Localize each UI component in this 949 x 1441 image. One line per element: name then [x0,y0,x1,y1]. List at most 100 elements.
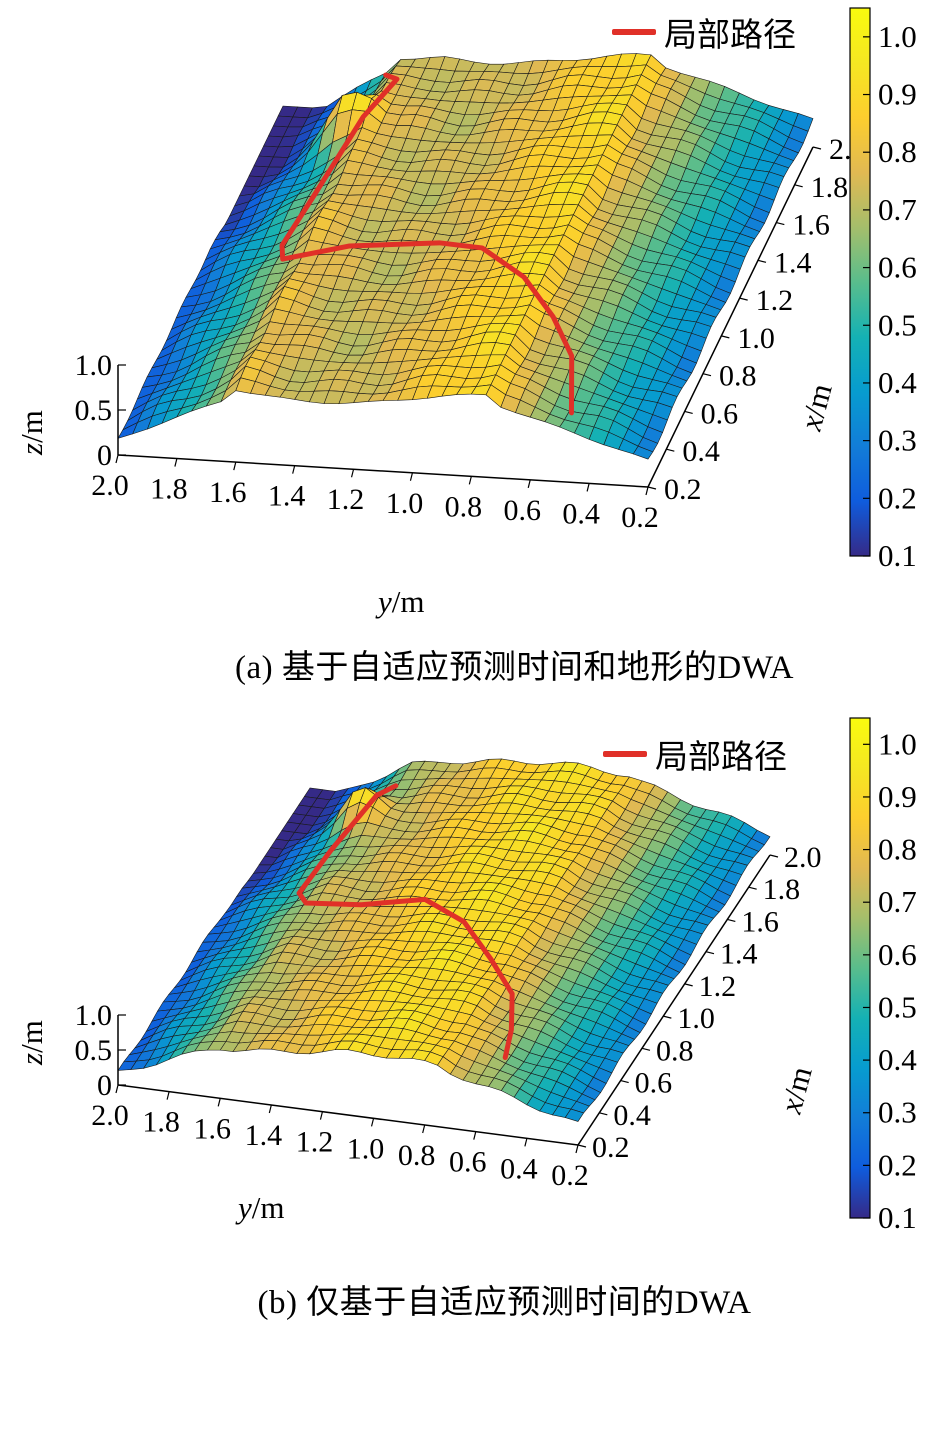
x-tick-label: 0.8 [656,1034,694,1067]
x-tick-mark [684,983,693,987]
y-tick-label: 1.6 [209,476,247,509]
surface-plot-a: 2.0 1.8 1.6 1.4 1.2 1.0 0.8 0.6 0.4 0.2 y/m 0.2 0.4 0… [14,7,917,619]
x-tick-mark [721,335,730,339]
y-tick-mark [409,472,414,481]
x-tick-label: 0.6 [635,1067,673,1100]
y-tick-label: 0.4 [562,497,600,530]
chart-panel-a: 2.0 1.8 1.6 1.4 1.2 1.0 0.8 0.6 0.4 0.2 y/m 0.2 0.4 0… [0,0,949,700]
x-tick-label: 0.4 [613,1099,651,1132]
y-tick-mark [350,469,355,478]
colorbar-tick-label: 1.0 [878,726,917,761]
y-tick-label: 1.8 [142,1106,180,1139]
y-axis-label: y/m [375,584,425,619]
y-tick-label: 1.4 [245,1119,283,1152]
z-tick-label: 1.0 [75,999,113,1032]
y-tick-label: 0.8 [445,490,483,523]
y-tick-label: 2.0 [91,469,129,502]
x-tick-label: 2.0 [784,841,822,874]
y-tick-label: 1.4 [268,480,306,513]
x-tick-mark [663,1015,672,1019]
y-tick-mark [115,454,119,464]
y-tick-label: 0.8 [398,1139,436,1172]
colorbar-tick-label: 0.3 [878,423,917,458]
y-tick-mark [174,458,178,467]
z-axis-label: z/m [14,1020,49,1066]
y-tick-mark [370,1118,375,1127]
colorbar [849,717,871,1219]
x-tick-mark [748,886,757,890]
x-tick-mark [757,259,767,263]
x-tick-label: 0.4 [682,435,720,468]
colorbar-tick-label: 0.3 [878,1095,917,1130]
colorbar-tick-label: 0.5 [878,307,917,342]
x-axis-line [577,854,771,1146]
y-tick-mark [422,1124,426,1134]
x-axis-label: x/m [793,380,839,435]
colorbar-tick-label: 0.9 [878,779,917,814]
y-tick-mark [645,486,649,496]
colorbar-tick-label: 0.6 [878,250,917,285]
y-tick-mark [586,483,590,492]
x-tick-mark [666,448,675,452]
x-tick-mark [641,1047,651,1051]
z-tick-label: 0 [97,439,112,472]
x-tick-label: 1.4 [720,938,758,971]
x-tick-mark [769,854,779,858]
colorbar-tick-label: 0.4 [878,1042,917,1077]
colorbar-tick-label: 1.0 [878,19,917,54]
legend-b: 局部路径 [603,730,787,778]
z-axis-label: z/m [14,410,49,456]
colorbar-tick-label: 0.4 [878,365,917,400]
colorbar-tick-label: 0.7 [878,192,917,227]
local-path-line [296,783,515,1061]
x-tick-label: 1.6 [792,209,830,242]
y-tick-mark [527,479,531,489]
legend-label-local-path: 局部路径 [664,18,796,54]
y-tick-label: 1.2 [327,483,365,516]
legend-swatch-local-path [603,751,647,757]
y-tick-label: 2.0 [91,1099,129,1132]
x-tick-mark [739,297,748,301]
x-tick-label: 1.4 [774,246,812,279]
x-tick-mark [620,1079,629,1084]
surface-cell [632,445,654,460]
x-tick-mark [727,918,736,923]
caption-b: (b) 仅基于自适应预测时间的DWA [257,1285,752,1321]
colorbar-tick-label: 0.1 [878,538,917,573]
y-tick-label: 1.0 [386,487,424,520]
x-tick-label: 1.8 [763,873,801,906]
y-axis-line [117,454,649,488]
y-axis-line [117,1084,579,1146]
z-tick-label: 0.5 [75,394,113,427]
legend-label-local-path: 局部路径 [655,740,787,776]
x-tick-label: 1.8 [811,171,849,204]
y-tick-label: 1.8 [150,473,188,506]
caption-a: (a) 基于自适应预测时间和地形的DWA [234,650,795,686]
x-tick-mark [812,146,822,150]
colorbar-tick-label: 0.2 [878,1147,917,1182]
y-tick-mark [268,1104,272,1114]
colorbar-tick-label: 0.2 [878,480,917,515]
x-tick-label: 0.2 [592,1131,630,1164]
y-tick-mark [233,461,237,471]
y-tick-mark [473,1131,477,1140]
y-tick-mark [319,1111,324,1120]
colorbar-tick-label: 0.9 [878,77,917,112]
x-tick-mark [794,184,803,188]
x-tick-mark [705,951,715,955]
y-axis-label: y/m [235,1190,285,1225]
x-axis-line [647,146,814,488]
x-tick-label: 0.2 [664,473,702,506]
x-tick-label: 1.0 [737,322,775,355]
y-tick-label: 1.0 [347,1132,385,1165]
x-axis-label: x/m [773,1063,819,1118]
surface-mesh [117,53,814,460]
x-tick-mark [647,486,657,490]
colorbar-tick-label: 0.5 [878,989,917,1024]
x-tick-label: 1.2 [756,284,794,317]
y-tick-label: 1.6 [193,1112,231,1145]
x-tick-label: 1.2 [699,970,737,1003]
legend-a: 局部路径 [612,8,796,56]
x-tick-label: 1.6 [741,905,779,938]
y-tick-mark [292,465,296,474]
